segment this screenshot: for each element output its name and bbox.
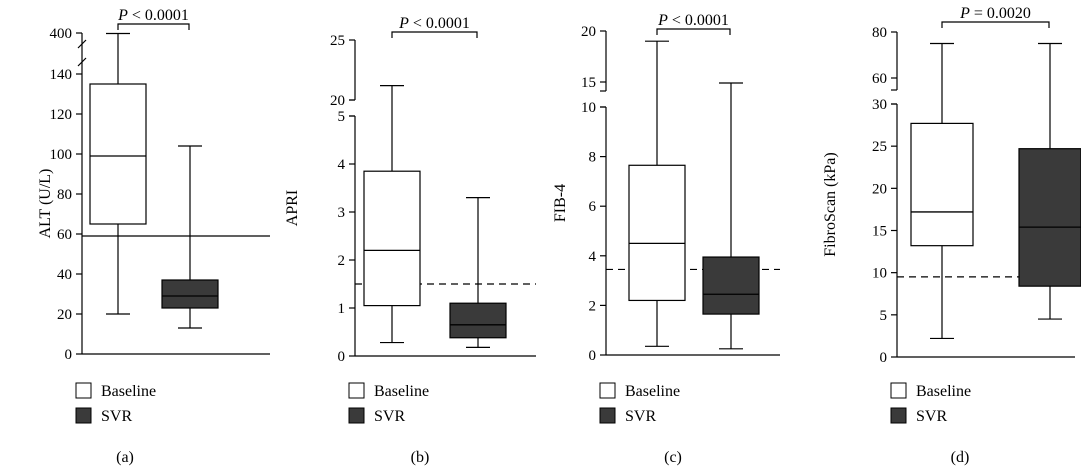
y-tick-label: 5 xyxy=(880,308,888,324)
y-tick-label: 5 xyxy=(338,109,346,125)
y-tick-label: 20 xyxy=(872,181,887,197)
legend-label-svr: SVR xyxy=(374,408,405,425)
box-svr xyxy=(449,197,507,348)
y-tick-label: 10 xyxy=(581,100,596,116)
panel-b: 0 1 2 3 4 520 25 APRI P < 0.0001 Baseline SVR (b) xyxy=(284,15,536,466)
box-iqr xyxy=(363,170,421,307)
axis-break-mark xyxy=(77,57,87,67)
significance-bracket xyxy=(117,23,190,30)
y-tick-label: 25 xyxy=(330,33,345,49)
y-tick-label: 8 xyxy=(589,150,597,166)
panel-label: (c) xyxy=(664,449,682,466)
y-tick-label: 400 xyxy=(50,26,73,42)
legend-swatch-svr xyxy=(348,407,365,424)
legend-label-svr: SVR xyxy=(625,408,656,425)
legend-swatch-svr xyxy=(599,407,616,424)
y-axis-label: APRI xyxy=(284,190,301,226)
y-tick-label: 4 xyxy=(338,157,346,173)
y-tick-label: 20 xyxy=(581,24,596,40)
y-tick-label: 6 xyxy=(589,199,597,215)
y-tick-label: 2 xyxy=(338,253,346,269)
legend-label-baseline: Baseline xyxy=(374,383,429,400)
y-tick-label: 20 xyxy=(330,93,345,109)
y-axis-label: FIB-4 xyxy=(552,184,569,222)
y-tick-label: 100 xyxy=(50,147,73,163)
y-tick-label: 0 xyxy=(880,350,888,366)
y-tick-label: 0 xyxy=(65,347,73,363)
y-tick-label: 60 xyxy=(872,71,887,87)
box-iqr xyxy=(628,164,686,302)
box-svr xyxy=(1018,42,1081,320)
box-iqr xyxy=(910,122,974,247)
p-value-label: P < 0.0001 xyxy=(398,15,470,32)
p-value-label: P = 0.0020 xyxy=(959,5,1031,22)
box-iqr xyxy=(1018,148,1081,287)
box-baseline xyxy=(910,42,974,340)
legend-label-baseline: Baseline xyxy=(625,383,680,400)
y-tick-label: 3 xyxy=(338,205,346,221)
panel-a: 0 20 40 60 80 100 120 140 400 ALT (U/L) P < 0.0001… xyxy=(37,7,270,466)
y-tick-label: 1 xyxy=(338,301,346,317)
box-iqr xyxy=(449,302,507,339)
legend-swatch-baseline xyxy=(75,382,92,399)
legend-label-svr: SVR xyxy=(101,408,132,425)
panel-label: (a) xyxy=(116,449,134,466)
legend-label-svr: SVR xyxy=(916,408,947,425)
y-tick-label: 80 xyxy=(57,187,72,203)
box-iqr xyxy=(702,256,760,315)
y-axis-label: ALT (U/L) xyxy=(37,169,54,239)
legend-swatch-baseline xyxy=(599,382,616,399)
panel-c: 0 2 4 6 8 10 15 20 FIB-4 P < 0.0001 Baseline SVR (c) xyxy=(552,12,780,466)
panel-d: 0 5 10 15 20 25 30 60 80 FibroScan (kPa) P = 0.002… xyxy=(822,5,1081,466)
significance-bracket xyxy=(941,21,1050,28)
significance-bracket xyxy=(391,31,478,38)
legend-swatch-svr xyxy=(890,407,907,424)
box-svr xyxy=(161,145,219,329)
legend-swatch-baseline xyxy=(348,382,365,399)
y-tick-label: 120 xyxy=(50,107,73,123)
box-svr xyxy=(702,82,760,350)
y-tick-label: 0 xyxy=(338,349,346,365)
y-tick-label: 15 xyxy=(581,75,596,91)
legend-label-baseline: Baseline xyxy=(101,383,156,400)
y-tick-label: 2 xyxy=(589,298,597,314)
y-axis-label: FibroScan (kPa) xyxy=(822,152,839,256)
box-baseline xyxy=(363,84,421,344)
y-tick-label: 80 xyxy=(872,25,887,41)
panel-label: (b) xyxy=(411,449,430,466)
box-iqr xyxy=(161,279,219,309)
y-tick-label: 20 xyxy=(57,307,72,323)
y-tick-label: 140 xyxy=(50,67,73,83)
y-tick-label: 15 xyxy=(872,224,887,240)
y-tick-label: 0 xyxy=(589,348,597,364)
y-tick-label: 30 xyxy=(872,97,887,113)
axis-break-mark xyxy=(77,39,87,49)
legend-swatch-baseline xyxy=(890,382,907,399)
y-tick-label: 25 xyxy=(872,139,887,155)
box-baseline xyxy=(628,40,686,347)
panel-label: (d) xyxy=(951,449,970,466)
legend-label-baseline: Baseline xyxy=(916,383,971,400)
box-iqr xyxy=(89,83,147,225)
y-tick-label: 40 xyxy=(57,267,72,283)
y-tick-label: 60 xyxy=(57,227,72,243)
significance-bracket xyxy=(656,28,731,35)
legend-swatch-svr xyxy=(75,407,92,424)
box-baseline xyxy=(89,32,147,315)
y-tick-label: 10 xyxy=(872,266,887,282)
p-value-label: P < 0.0001 xyxy=(117,7,189,24)
y-tick-label: 4 xyxy=(589,249,597,265)
p-value-label: P < 0.0001 xyxy=(657,12,729,29)
